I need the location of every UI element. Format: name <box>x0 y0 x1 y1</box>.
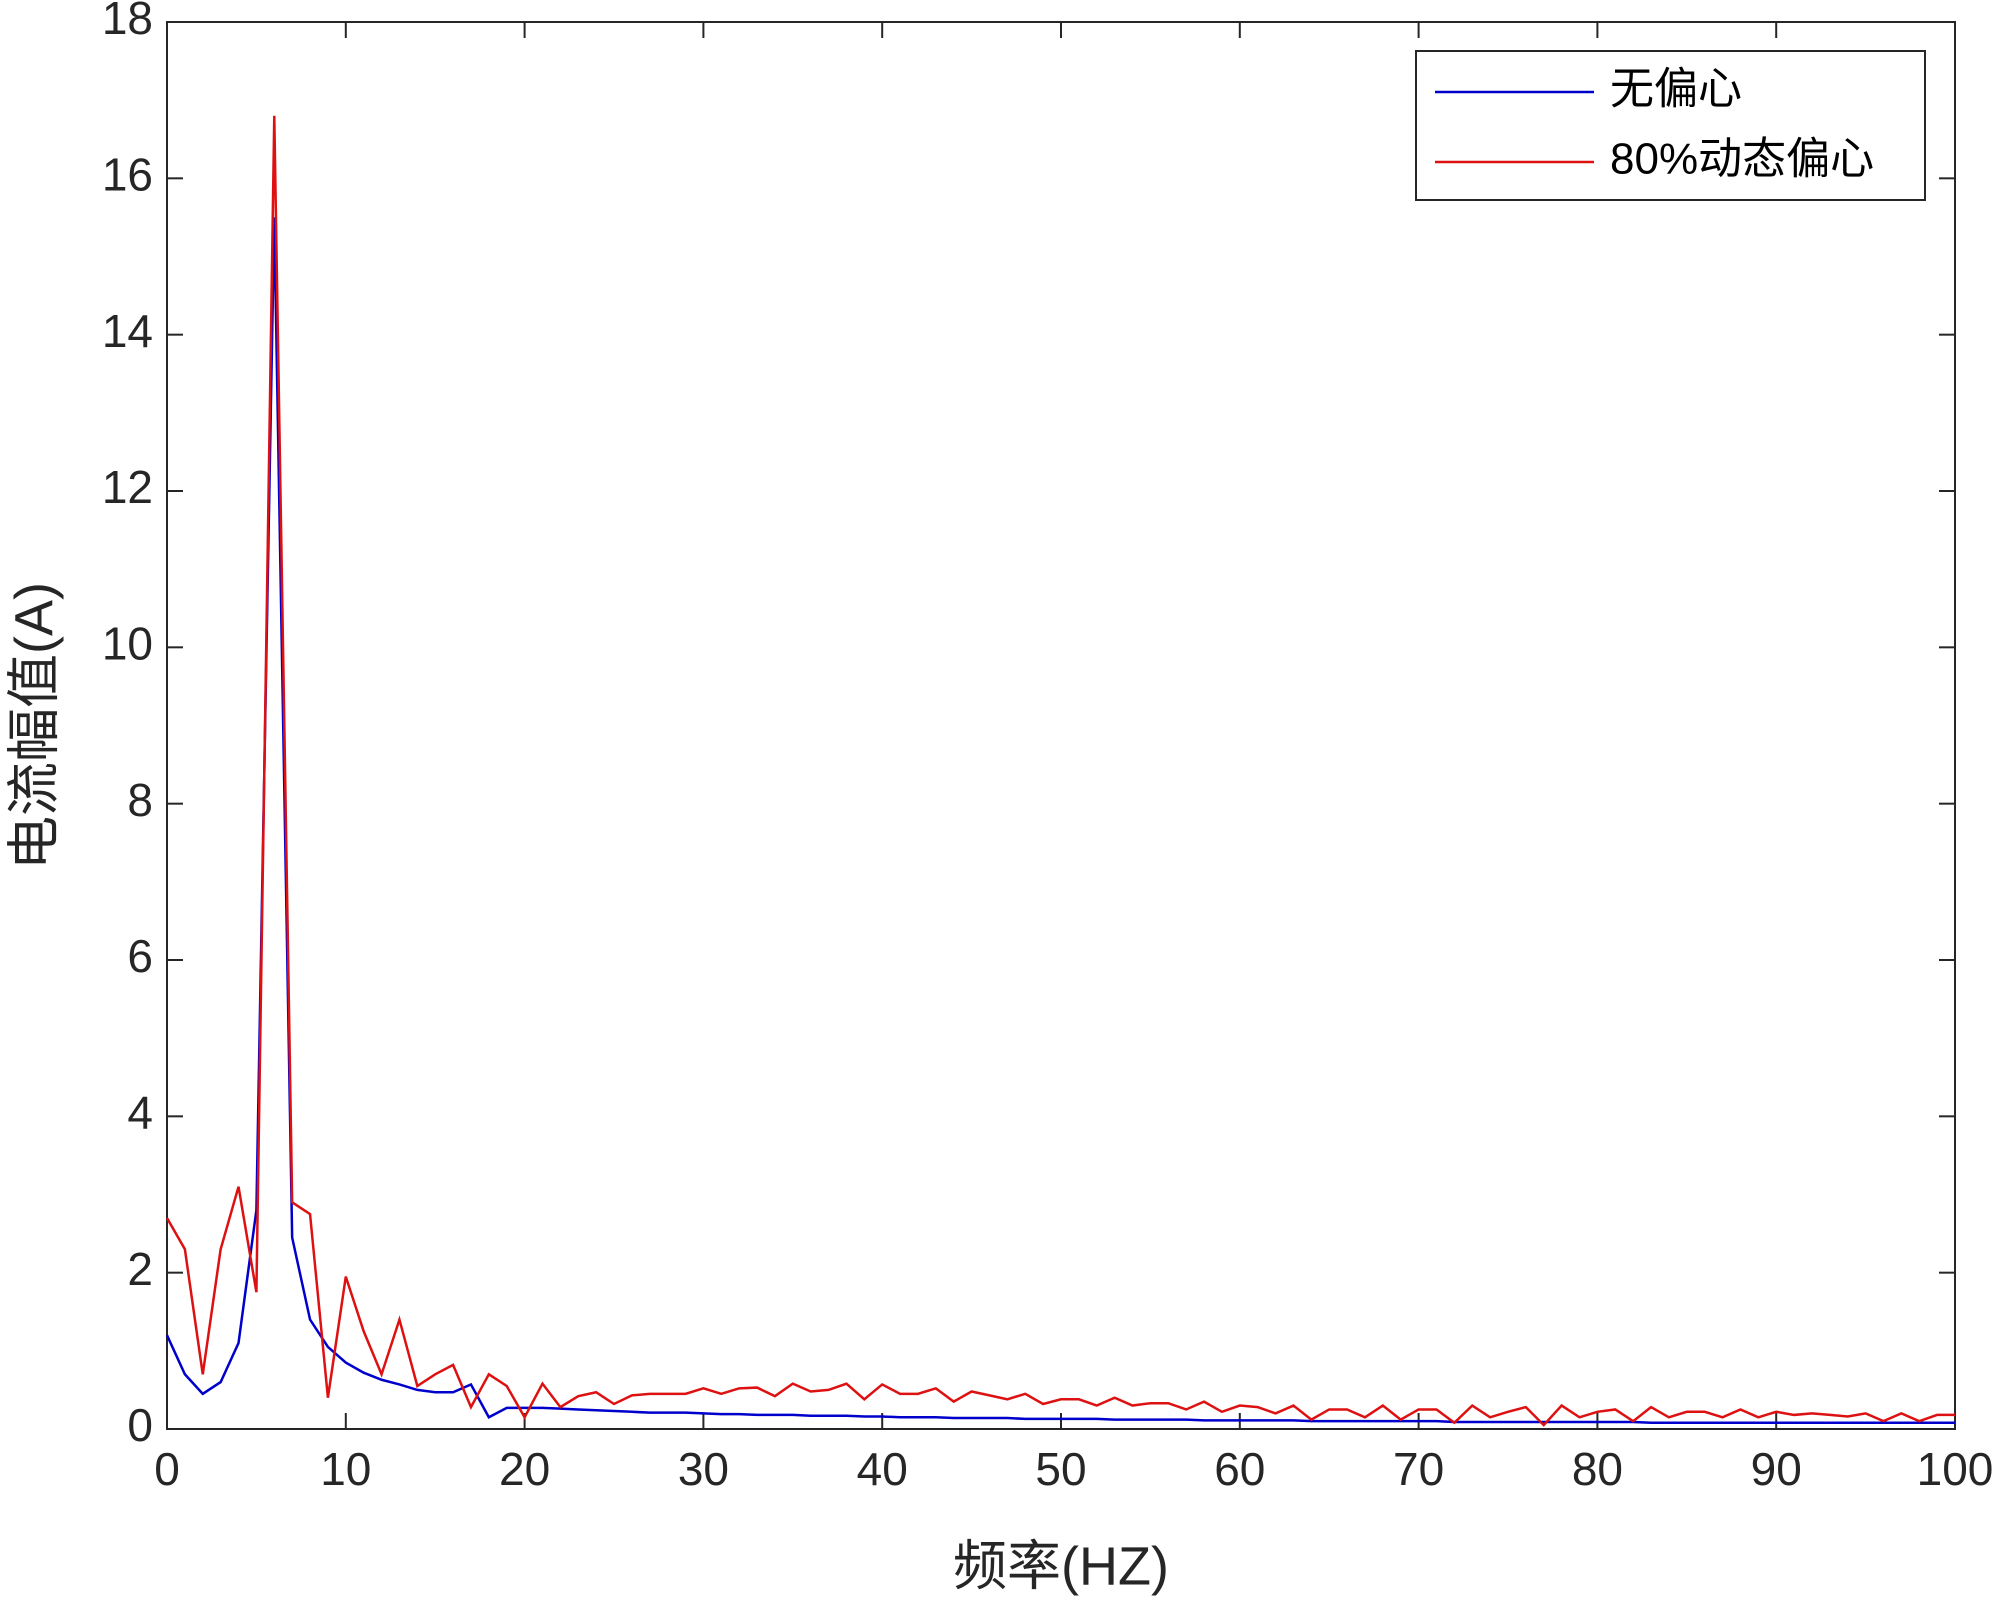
x-tick-label: 20 <box>499 1443 550 1495</box>
x-tick-label: 30 <box>678 1443 729 1495</box>
line-series <box>165 115 1955 1427</box>
y-tick-label: 16 <box>102 148 153 200</box>
x-tick-label: 100 <box>1917 1443 1994 1495</box>
x-tick-label: 0 <box>154 1443 180 1495</box>
x-axis-label: 频率(HZ) <box>953 1536 1169 1596</box>
x-tick-label: 50 <box>1035 1443 1086 1495</box>
x-tick-label: 80 <box>1572 1443 1623 1495</box>
x-tick-label: 10 <box>320 1443 371 1495</box>
y-tick-label: 14 <box>102 305 153 357</box>
x-tick-label: 60 <box>1214 1443 1265 1495</box>
x-tick-label: 90 <box>1751 1443 1802 1495</box>
y-tick-label: 8 <box>127 774 153 826</box>
y-axis-label: 电流幅值(A) <box>4 582 64 870</box>
legend-box <box>1415 50 1926 201</box>
x-tick-label: 70 <box>1393 1443 1444 1495</box>
line-series <box>165 217 1955 1424</box>
x-tick-label: 40 <box>857 1443 908 1495</box>
y-tick-label: 4 <box>127 1086 153 1138</box>
y-tick-label: 0 <box>127 1399 153 1451</box>
y-tick-label: 10 <box>102 617 153 669</box>
y-tick-label: 6 <box>127 930 153 982</box>
y-tick-label: 18 <box>102 0 153 44</box>
legend-label: 无偏心 <box>1610 65 1742 114</box>
y-tick-label: 2 <box>127 1243 153 1295</box>
plot-frame <box>166 21 1956 1430</box>
y-tick-label: 12 <box>102 461 153 513</box>
legend-label: 80%动态偏心 <box>1610 135 1874 184</box>
